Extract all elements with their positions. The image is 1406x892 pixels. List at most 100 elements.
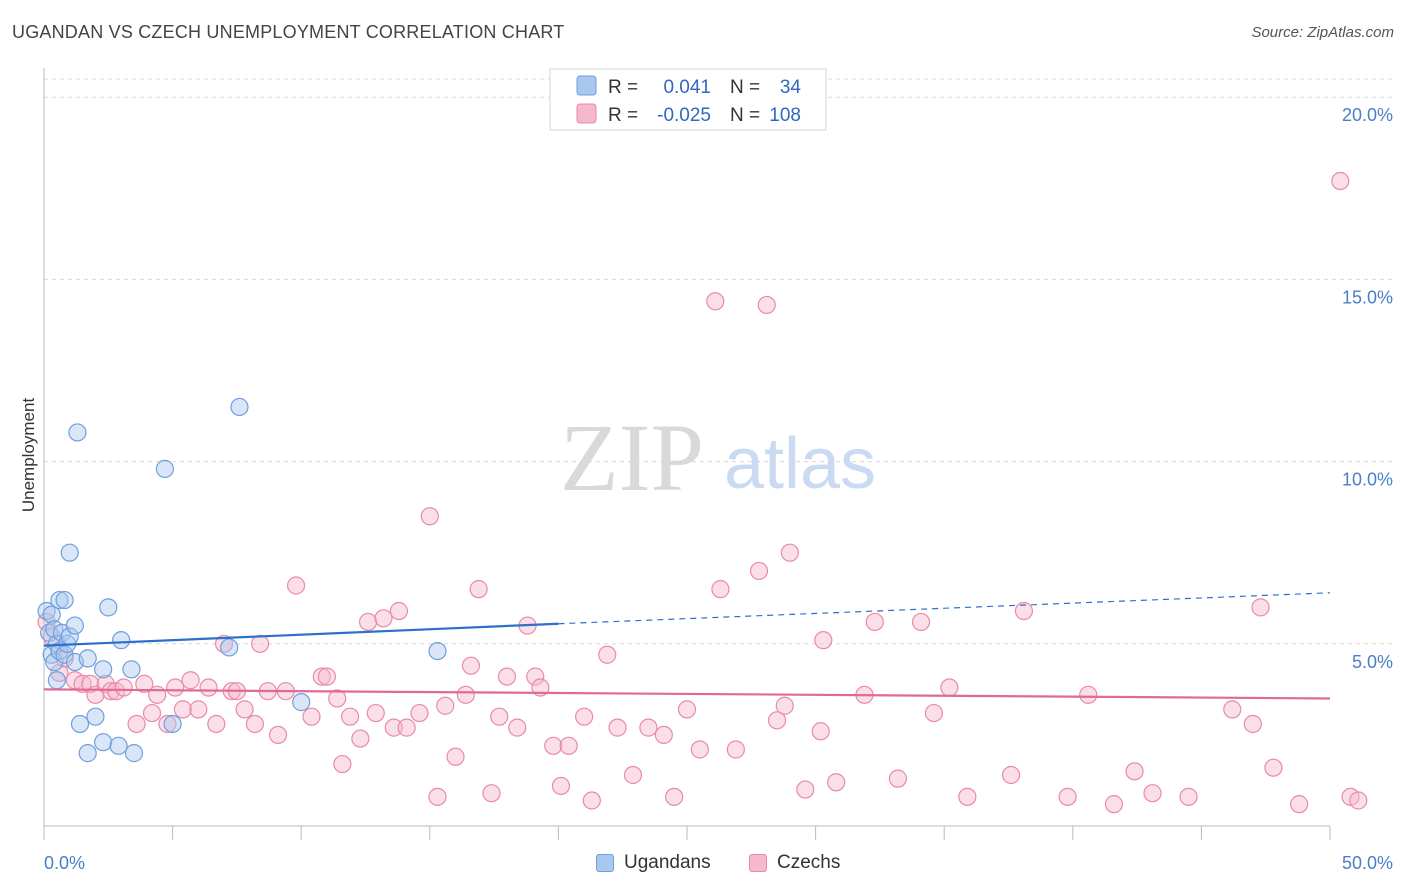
czechs-point bbox=[410, 703, 429, 723]
czechs-point bbox=[235, 700, 254, 719]
czechs-point bbox=[420, 507, 439, 526]
czechs-point bbox=[461, 656, 481, 675]
czechs-point bbox=[1014, 601, 1034, 621]
czechs-point bbox=[575, 707, 594, 726]
czechs-point bbox=[199, 678, 218, 697]
czechs-point bbox=[654, 725, 673, 745]
czechs-point bbox=[374, 609, 393, 628]
czechs-point bbox=[389, 601, 409, 621]
czechs-point bbox=[366, 703, 385, 723]
legend-item-czechs[interactable]: Czechs bbox=[749, 852, 840, 874]
tick-labels: 5.0% 10.0% 15.0% 20.0% 0.0% 50.0% bbox=[44, 105, 1393, 873]
legend-r-value: -0.025 bbox=[657, 105, 711, 126]
czechs-point bbox=[526, 667, 545, 686]
czechs-point bbox=[397, 718, 416, 737]
ugandans-point bbox=[122, 660, 141, 679]
czechs-point bbox=[158, 714, 177, 734]
legend-n-value: 108 bbox=[769, 105, 801, 126]
czechs-point bbox=[1243, 714, 1262, 734]
legend-label-ugandans: Ugandans bbox=[624, 852, 711, 873]
ugandans-point bbox=[230, 397, 249, 417]
czechs-point bbox=[608, 718, 627, 737]
czechs-point bbox=[1290, 795, 1309, 814]
ugandans-points bbox=[37, 397, 447, 763]
czechs-point bbox=[384, 718, 403, 737]
axes bbox=[43, 68, 1331, 840]
legend-item-ugandans[interactable]: Ugandans bbox=[596, 852, 711, 874]
series-legend: Ugandans Czechs bbox=[0, 852, 1406, 878]
ugandans-point bbox=[428, 641, 447, 661]
czechs-point bbox=[1251, 598, 1270, 617]
legend-n-value: 34 bbox=[780, 77, 802, 98]
czechs-point bbox=[286, 576, 306, 595]
czechs-point bbox=[551, 776, 571, 796]
ugandans-point bbox=[55, 645, 74, 664]
czechs-point bbox=[706, 292, 725, 311]
czechs-point bbox=[559, 736, 578, 755]
legend-swatch-czechs bbox=[576, 103, 597, 124]
czechs-point bbox=[490, 707, 509, 726]
czechs-point bbox=[166, 678, 185, 697]
czechs-point bbox=[73, 674, 92, 693]
watermark-atlas: atlas bbox=[724, 424, 876, 504]
ugandans-point bbox=[86, 707, 105, 726]
chart-title: UGANDAN VS CZECH UNEMPLOYMENT CORRELATIO… bbox=[12, 22, 565, 42]
ugandans-point bbox=[78, 744, 97, 763]
czechs-point bbox=[1058, 787, 1077, 806]
czechs-point bbox=[1223, 700, 1242, 719]
czechs-point bbox=[1264, 758, 1283, 777]
czechs-point bbox=[690, 740, 709, 759]
ugandans-point bbox=[109, 736, 128, 755]
ugandans-point bbox=[155, 459, 174, 478]
czechs-point bbox=[497, 667, 517, 686]
czechs-point bbox=[446, 747, 465, 766]
czechs-point bbox=[726, 740, 745, 759]
czechs-point bbox=[711, 580, 730, 599]
czechs-point bbox=[598, 645, 617, 664]
czechs-point bbox=[114, 678, 133, 697]
ugandans-point bbox=[68, 423, 87, 442]
watermark-zip: ZIP bbox=[560, 404, 704, 511]
czechs-point bbox=[1349, 791, 1368, 810]
czechs-point bbox=[767, 711, 787, 730]
ugandans-point bbox=[42, 605, 61, 624]
y-axis-label: Unemployment bbox=[19, 398, 38, 513]
czechs-point bbox=[1104, 795, 1124, 814]
ugandans-point bbox=[45, 652, 64, 672]
czechs-point bbox=[456, 685, 475, 704]
czechs-point bbox=[351, 729, 370, 748]
ugandans-trend-line bbox=[43, 622, 559, 647]
correlation-legend: R = 0.041 N = 34 R = -0.025 N = 108 bbox=[549, 68, 827, 131]
czechs-point bbox=[811, 722, 830, 741]
czechs-point bbox=[1143, 784, 1162, 803]
czechs-point bbox=[814, 631, 833, 650]
czechs-point bbox=[1001, 765, 1021, 785]
czechs-point bbox=[340, 707, 360, 726]
czechs-point bbox=[888, 769, 908, 788]
czechs-point bbox=[1079, 685, 1098, 704]
ugandans-point bbox=[70, 714, 90, 734]
czechs-point bbox=[148, 685, 167, 704]
czechs-point bbox=[582, 791, 601, 810]
czechs-point bbox=[749, 561, 769, 581]
y-tick-label: 10.0% bbox=[1342, 470, 1393, 490]
czechs-point bbox=[317, 667, 337, 686]
czechs-point bbox=[127, 714, 146, 734]
czechs-point bbox=[469, 580, 488, 599]
czechs-point bbox=[1179, 787, 1198, 806]
ugandans-point bbox=[55, 590, 74, 610]
ugandans-point bbox=[94, 733, 113, 752]
grid-lines bbox=[44, 78, 1394, 645]
ugandans-point bbox=[78, 649, 97, 668]
czechs-point bbox=[358, 612, 378, 632]
czechs-point bbox=[268, 725, 288, 745]
czechs-point bbox=[639, 718, 658, 737]
ugandans-point bbox=[47, 671, 66, 690]
legend-n-label: N = bbox=[730, 77, 760, 98]
czechs-point bbox=[81, 674, 100, 693]
czechs-point bbox=[958, 787, 977, 806]
x-tick-label: 50.0% bbox=[1342, 853, 1393, 873]
czechs-point bbox=[333, 754, 352, 774]
czechs-point bbox=[796, 780, 815, 799]
